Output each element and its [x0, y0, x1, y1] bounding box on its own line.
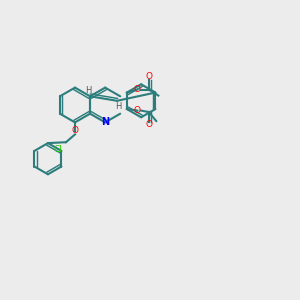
Text: O: O	[145, 120, 152, 129]
Text: O: O	[145, 73, 152, 81]
Text: O: O	[71, 126, 79, 135]
Text: O: O	[134, 85, 141, 94]
Text: H: H	[85, 86, 92, 95]
Text: O: O	[134, 106, 141, 115]
Text: Cl: Cl	[53, 145, 62, 154]
Text: N: N	[101, 117, 109, 128]
Text: H: H	[116, 102, 122, 111]
